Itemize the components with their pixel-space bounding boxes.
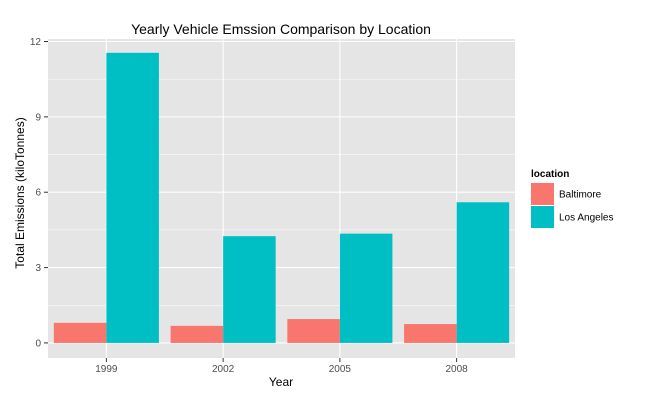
x-tick-label: 1999 — [95, 364, 118, 375]
legend: location Baltimore Los Angeles — [531, 169, 614, 228]
legend-label: Baltimore — [559, 190, 602, 201]
x-tick-label: 2008 — [446, 364, 469, 375]
plot-panel — [48, 39, 515, 358]
bar-baltimore-2005 — [287, 319, 340, 343]
x-tick-label: 2005 — [329, 364, 352, 375]
legend-key-los-angeles — [531, 206, 554, 228]
y-tick-label: 12 — [30, 37, 42, 48]
legend-key-baltimore — [531, 183, 554, 205]
bar-los-angeles-2008 — [456, 202, 510, 343]
y-axis: 0 3 6 9 12 — [30, 37, 48, 349]
bar-los-angeles-2005 — [339, 233, 393, 343]
y-tick-label: 3 — [35, 263, 41, 274]
y-tick-label: 6 — [35, 188, 41, 199]
bar-baltimore-2002 — [170, 325, 224, 343]
bar-baltimore-2008 — [404, 324, 457, 343]
legend-label: Los Angeles — [559, 213, 614, 224]
bar-los-angeles-1999 — [106, 52, 159, 343]
y-tick-label: 0 — [35, 338, 41, 349]
x-axis-label: Year — [269, 375, 293, 389]
bar-baltimore-1999 — [53, 322, 107, 343]
chart-title: Yearly Vehicle Emssion Comparison by Loc… — [131, 21, 431, 37]
legend-title: location — [531, 169, 569, 180]
x-tick-label: 2002 — [212, 364, 235, 375]
y-tick-label: 9 — [35, 112, 41, 123]
x-axis: 1999 2002 2005 2008 — [95, 358, 468, 375]
bars — [53, 52, 510, 343]
y-axis-label: Total Emissions (kiloTonnes) — [13, 117, 27, 268]
bar-los-angeles-2002 — [223, 236, 276, 343]
